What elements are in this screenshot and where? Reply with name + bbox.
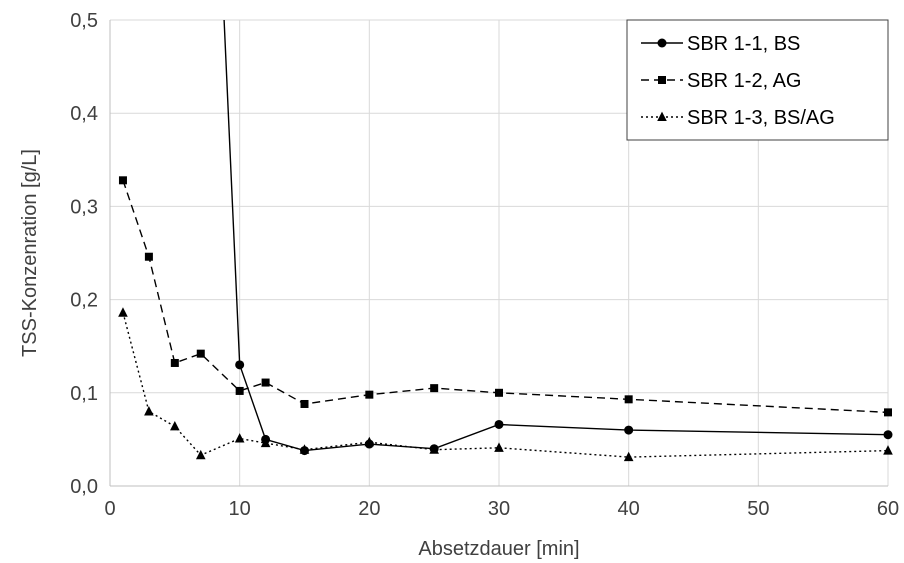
- y-tick-label: 0,2: [70, 290, 98, 312]
- series-line: [122, 312, 889, 458]
- legend-marker: [658, 76, 666, 84]
- data-point: [624, 425, 634, 435]
- data-point: [118, 176, 127, 185]
- data-point: [883, 445, 893, 455]
- data-point: [429, 444, 439, 454]
- data-point: [884, 408, 892, 417]
- data-point: [883, 430, 893, 440]
- data-point: [235, 386, 244, 395]
- legend-label: SBR 1-3, BS/AG: [687, 107, 835, 129]
- data-point: [144, 406, 154, 416]
- x-tick-label: 0: [104, 498, 115, 520]
- y-tick-label: 0,4: [70, 103, 98, 125]
- axes: [109, 20, 888, 487]
- y-tick-label: 0,0: [70, 476, 98, 498]
- data-point: [494, 419, 504, 429]
- tick-labels: 0 10 20 30 40 50 60 0,0 0,1 0,2 0,3 0,4 0,5: [70, 10, 899, 520]
- data-point: [300, 399, 309, 408]
- x-axis-title: Absetzdauer [min]: [418, 538, 579, 560]
- data-point: [196, 349, 205, 358]
- y-tick-label: 0,5: [70, 10, 98, 32]
- x-tick-label: 30: [488, 498, 510, 520]
- data-point: [494, 442, 504, 452]
- data-point: [624, 395, 633, 404]
- x-tick-label: 50: [747, 498, 769, 520]
- x-tick-label: 60: [877, 498, 899, 520]
- y-tick-label: 0,1: [70, 383, 98, 405]
- legend: SBR 1-1, BS SBR 1-2, AG SBR 1-3, BS/AG: [626, 19, 889, 141]
- data-point: [430, 384, 439, 393]
- x-tick-label: 40: [618, 498, 640, 520]
- legend-label: SBR 1-2, AG: [687, 70, 802, 92]
- data-point: [144, 252, 153, 261]
- data-point: [365, 390, 374, 399]
- series-line: [122, 180, 889, 414]
- data-point: [364, 436, 375, 447]
- data-point: [623, 451, 634, 462]
- series-layer: [118, 19, 893, 462]
- data-point: [195, 449, 206, 460]
- data-point: [261, 378, 270, 387]
- data-point: [260, 437, 271, 448]
- data-point: [495, 388, 503, 397]
- series-2: [118, 176, 892, 417]
- x-tick-label: 10: [229, 498, 251, 520]
- data-point: [170, 420, 180, 431]
- x-tick-label: 20: [358, 498, 380, 520]
- data-point: [118, 307, 128, 317]
- y-tick-label: 0,3: [70, 196, 98, 218]
- y-axis-title: TSS-Konzenration [g/L]: [19, 149, 41, 357]
- legend-marker: [657, 111, 667, 122]
- legend-marker: [657, 38, 667, 48]
- data-point: [170, 358, 179, 367]
- data-point: [234, 433, 245, 443]
- legend-label: SBR 1-1, BS: [687, 33, 800, 55]
- data-point: [299, 444, 310, 454]
- data-point: [235, 360, 245, 370]
- series-3: [118, 307, 893, 462]
